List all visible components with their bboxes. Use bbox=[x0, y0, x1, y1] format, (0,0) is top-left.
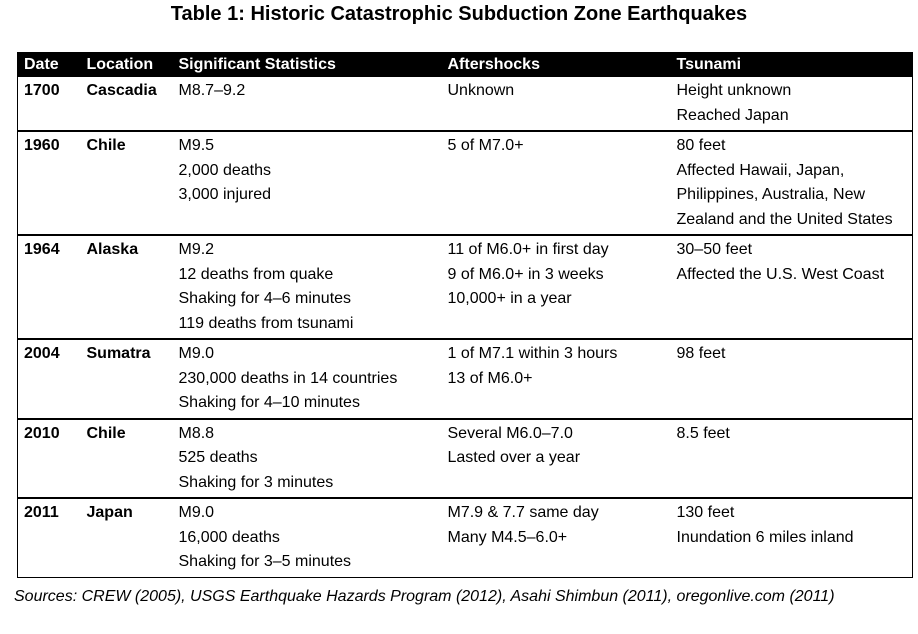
cell-line: Height unknown bbox=[676, 82, 792, 99]
location-cell: Cascadia bbox=[86, 82, 157, 99]
aftershocks-cell: Unknown bbox=[442, 76, 671, 131]
cell-line: Many M4.5–6.0+ bbox=[447, 528, 568, 546]
cell-line: 8.5 feet bbox=[676, 424, 730, 442]
statistics-cell: M9.0 230,000 deaths in 14 countries Shakin… bbox=[173, 339, 442, 419]
statistics-cell: M8.8 525 deaths Shaking for 3 minutes bbox=[173, 419, 442, 499]
sources-note: Sources: CREW (2005), USGS Earthquake Ha… bbox=[14, 588, 835, 605]
tsunami-cell: 80 feet Affected Hawaii, Japan, Philippin… bbox=[671, 131, 913, 235]
cell-line: M8.7–9.2 bbox=[178, 82, 246, 99]
date-cell: 2011 bbox=[24, 504, 59, 521]
column-header: Aftershocks bbox=[441, 52, 671, 76]
cell-line: Shaking for 3–5 minutes bbox=[178, 553, 352, 570]
cell-line: M9.0 bbox=[178, 345, 215, 362]
table-row: 1964 Alaska M9.2 12 deaths from quake Shakin… bbox=[17, 235, 913, 339]
location-cell: Japan bbox=[86, 504, 133, 521]
column-header: Location bbox=[80, 52, 173, 76]
tsunami-cell: 8.5 feet bbox=[671, 419, 913, 499]
aftershocks-cell: 1 of M7.1 within 3 hours 13 of M6.0+ bbox=[442, 339, 671, 419]
cell-line: 1 of M7.1 within 3 hours bbox=[447, 345, 618, 362]
date-cell: 1960 bbox=[24, 137, 60, 154]
tsunami-cell: 98 feet bbox=[671, 339, 913, 419]
cell-line: Affected Hawaii, Japan, Philippines, Aus… bbox=[676, 161, 893, 228]
statistics-cell: M8.7–9.2 bbox=[173, 76, 442, 131]
cell-line: 130 feet bbox=[676, 504, 735, 521]
aftershocks-cell: Several M6.0–7.0 Lasted over a year bbox=[442, 419, 671, 499]
statistics-cell: M9.2 12 deaths from quake Shaking for 4–6 … bbox=[173, 235, 442, 339]
statistics-cell: M9.5 2,000 deaths 3,000 injured bbox=[173, 131, 442, 235]
cell-line: 525 deaths bbox=[178, 449, 258, 466]
tsunami-cell: 130 feet Inundation 6 miles inland bbox=[671, 498, 913, 577]
table-title: Table 1: Historic Catastrophic Subductio… bbox=[170, 3, 748, 25]
table-row: 2010 Chile M8.8 525 deaths Shaking for 3 min… bbox=[17, 418, 913, 499]
cell-line: 9 of M6.0+ in 3 weeks bbox=[447, 265, 604, 283]
cell-line: 98 feet bbox=[676, 345, 726, 362]
location-cell: Sumatra bbox=[86, 345, 151, 362]
cell-line: M7.9 & 7.7 same day bbox=[447, 504, 599, 521]
cell-line: M9.0 bbox=[178, 504, 215, 521]
location-cell: Chile bbox=[86, 424, 126, 442]
cell-line: Shaking for 4–6 minutes bbox=[178, 290, 352, 307]
cell-line: 11 of M6.0+ in first day bbox=[447, 241, 609, 258]
aftershocks-cell: 5 of M7.0+ bbox=[442, 131, 671, 235]
date-cell: 1964 bbox=[24, 241, 60, 258]
tsunami-cell: 30–50 feet Affected the U.S. West Coast bbox=[671, 235, 913, 339]
aftershocks-cell: M7.9 & 7.7 same day Many M4.5–6.0+ bbox=[442, 498, 671, 577]
statistics-cell: M9.0 16,000 deaths Shaking for 3–5 minutes bbox=[173, 498, 442, 577]
cell-line: 16,000 deaths bbox=[178, 528, 280, 546]
cell-line: Inundation 6 miles inland bbox=[676, 528, 854, 546]
cell-line: Several M6.0–7.0 bbox=[447, 424, 573, 442]
location-cell: Alaska bbox=[86, 241, 139, 258]
aftershocks-cell: 11 of M6.0+ in first day 9 of M6.0+ in 3 … bbox=[442, 235, 671, 339]
cell-line: 119 deaths from tsunami bbox=[178, 314, 354, 332]
cell-line: 230,000 deaths in 14 countries bbox=[178, 369, 398, 387]
cell-line: 12 deaths from quake bbox=[178, 265, 334, 283]
cell-line: 80 feet bbox=[676, 137, 726, 154]
column-header: Significant Statistics bbox=[172, 52, 442, 76]
table-row: 1700 Cascadia M8.7–9.2 Unknown Height unknow… bbox=[17, 76, 913, 131]
cell-line: 2,000 deaths bbox=[178, 161, 272, 179]
cell-line: 10,000+ in a year bbox=[447, 290, 572, 307]
date-cell: 1700 bbox=[24, 82, 60, 99]
location-cell: Chile bbox=[86, 137, 126, 154]
cell-line: M9.5 bbox=[178, 137, 215, 154]
tsunami-cell: Height unknown Reached Japan bbox=[671, 76, 913, 131]
date-cell: 2004 bbox=[24, 345, 60, 362]
column-header: Tsunami bbox=[670, 52, 913, 76]
cell-line: 3,000 injured bbox=[178, 186, 272, 203]
cell-line: M9.2 bbox=[178, 241, 215, 258]
cell-line: 30–50 feet bbox=[676, 241, 753, 258]
table-row: 2004 Sumatra M9.0 230,000 deaths in 14 coun… bbox=[17, 339, 913, 419]
table-row: 1960 Chile M9.5 2,000 deaths 3,000 injured 5 … bbox=[17, 131, 913, 235]
column-header: Date bbox=[17, 52, 81, 76]
cell-line: Shaking for 4–10 minutes bbox=[178, 394, 360, 411]
cell-line: Lasted over a year bbox=[447, 449, 581, 466]
cell-line: 13 of M6.0+ bbox=[447, 369, 533, 387]
cell-line: Affected the U.S. West Coast bbox=[676, 265, 885, 283]
cell-line: M8.8 bbox=[178, 424, 215, 442]
cell-line: Shaking for 3 minutes bbox=[178, 473, 334, 491]
table-row: 2011 Japan M9.0 16,000 deaths Shaking for 3–… bbox=[17, 498, 913, 577]
cell-line: Unknown bbox=[447, 82, 515, 99]
cell-line: Reached Japan bbox=[676, 106, 789, 124]
date-cell: 2010 bbox=[24, 424, 60, 442]
header-row: Date Location Significant Statistics Afters… bbox=[17, 52, 913, 76]
table: Date Location Significant Statistics Afters… bbox=[17, 52, 913, 578]
cell-line: 5 of M7.0+ bbox=[447, 137, 524, 154]
